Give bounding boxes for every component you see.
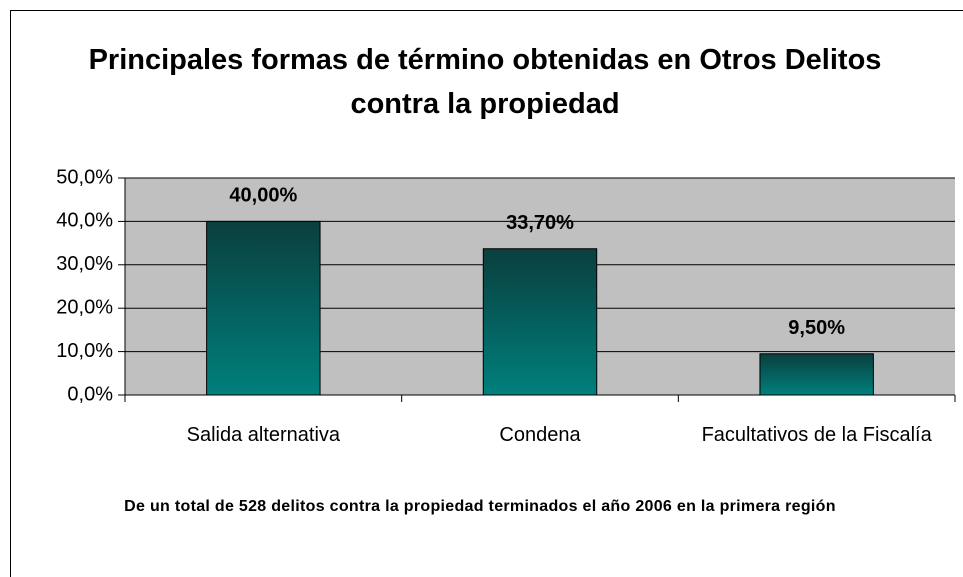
y-tick-label: 10,0% (56, 340, 113, 362)
y-tick-label: 40,0% (56, 210, 113, 232)
x-tick-label: Facultativos de la Fiscalía (701, 424, 932, 446)
chart-title: Principales formas de término obtenidas … (88, 44, 882, 120)
bar (482, 248, 598, 396)
footnote: De un total de 528 delitos contra la pro… (124, 498, 836, 515)
bar (759, 353, 874, 396)
data-label: 9,50% (788, 317, 845, 339)
y-tick-label: 50,0% (56, 166, 113, 188)
x-tick-label: Salida alternativa (186, 424, 341, 446)
data-label: 40,00% (229, 185, 297, 207)
y-tick-label: 30,0% (56, 253, 113, 275)
x-tick-label: Condena (499, 424, 581, 446)
y-tick-label: 20,0% (56, 296, 113, 318)
bar (206, 220, 321, 396)
data-label: 33,70% (506, 212, 574, 234)
chart-frame (10, 10, 963, 577)
y-tick-label: 0,0% (67, 383, 113, 405)
